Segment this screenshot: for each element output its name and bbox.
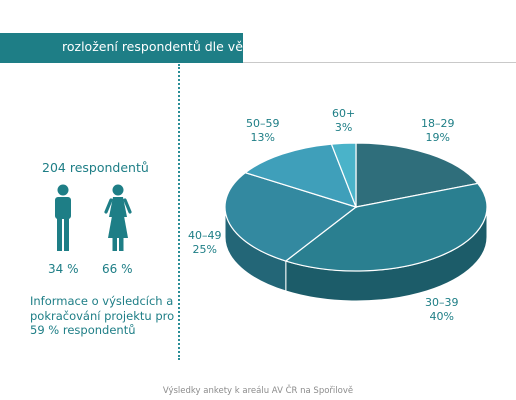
pie-top-layer (224, 142, 488, 272)
title-banner: rozložení respondentů dle věku (0, 33, 258, 63)
pie-slice-60+ (330, 142, 357, 208)
pie-label-18-29: 18–29 19% (421, 117, 455, 144)
page-title: rozložení respondentů dle věku (62, 39, 258, 54)
female-percent: 66 % (102, 262, 133, 276)
footer-text: Výsledky ankety k areálu AV ČR na Spořil… (162, 386, 354, 396)
info-text: Informace o výsledcích a pokračování pro… (30, 294, 175, 337)
pie-label-40-49: 40–49 25% (188, 229, 222, 256)
pie-label-50-59: 50–59 13% (246, 117, 280, 144)
pie-slice-18–29 (355, 142, 479, 208)
male-percent: 34 % (48, 262, 79, 276)
male-person-icon (52, 184, 74, 256)
pie-slice-50–59 (244, 143, 358, 208)
header-rule (243, 62, 516, 63)
female-person-icon (104, 184, 132, 256)
pie-label-60-plus: 60+ 3% (332, 107, 356, 134)
pie-label-30-39: 30–39 40% (425, 296, 459, 323)
respondents-total: 204 respondentů (42, 160, 149, 175)
pie-chart (224, 142, 488, 302)
dotted-divider (178, 64, 180, 360)
pie-slice-30–39 (284, 182, 488, 272)
pie-slice-40–49 (224, 172, 358, 262)
